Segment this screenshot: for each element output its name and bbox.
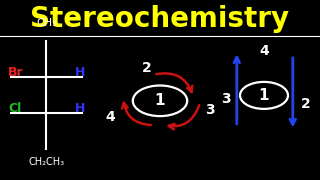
Text: 2: 2: [142, 60, 152, 75]
Text: 1: 1: [259, 88, 269, 103]
Text: CH₂CH₃: CH₂CH₃: [28, 157, 64, 167]
Text: 2: 2: [301, 97, 310, 111]
Text: 4: 4: [106, 110, 115, 124]
Text: Cl: Cl: [8, 102, 21, 114]
Text: Stereochemistry: Stereochemistry: [30, 5, 290, 33]
Text: H: H: [75, 102, 85, 114]
Text: CH₃: CH₃: [36, 18, 57, 28]
Text: 1: 1: [155, 93, 165, 108]
Text: 4: 4: [259, 44, 269, 58]
Text: 3: 3: [205, 103, 214, 117]
Text: Br: Br: [8, 66, 24, 78]
Text: 3: 3: [221, 92, 230, 106]
Text: H: H: [75, 66, 85, 78]
